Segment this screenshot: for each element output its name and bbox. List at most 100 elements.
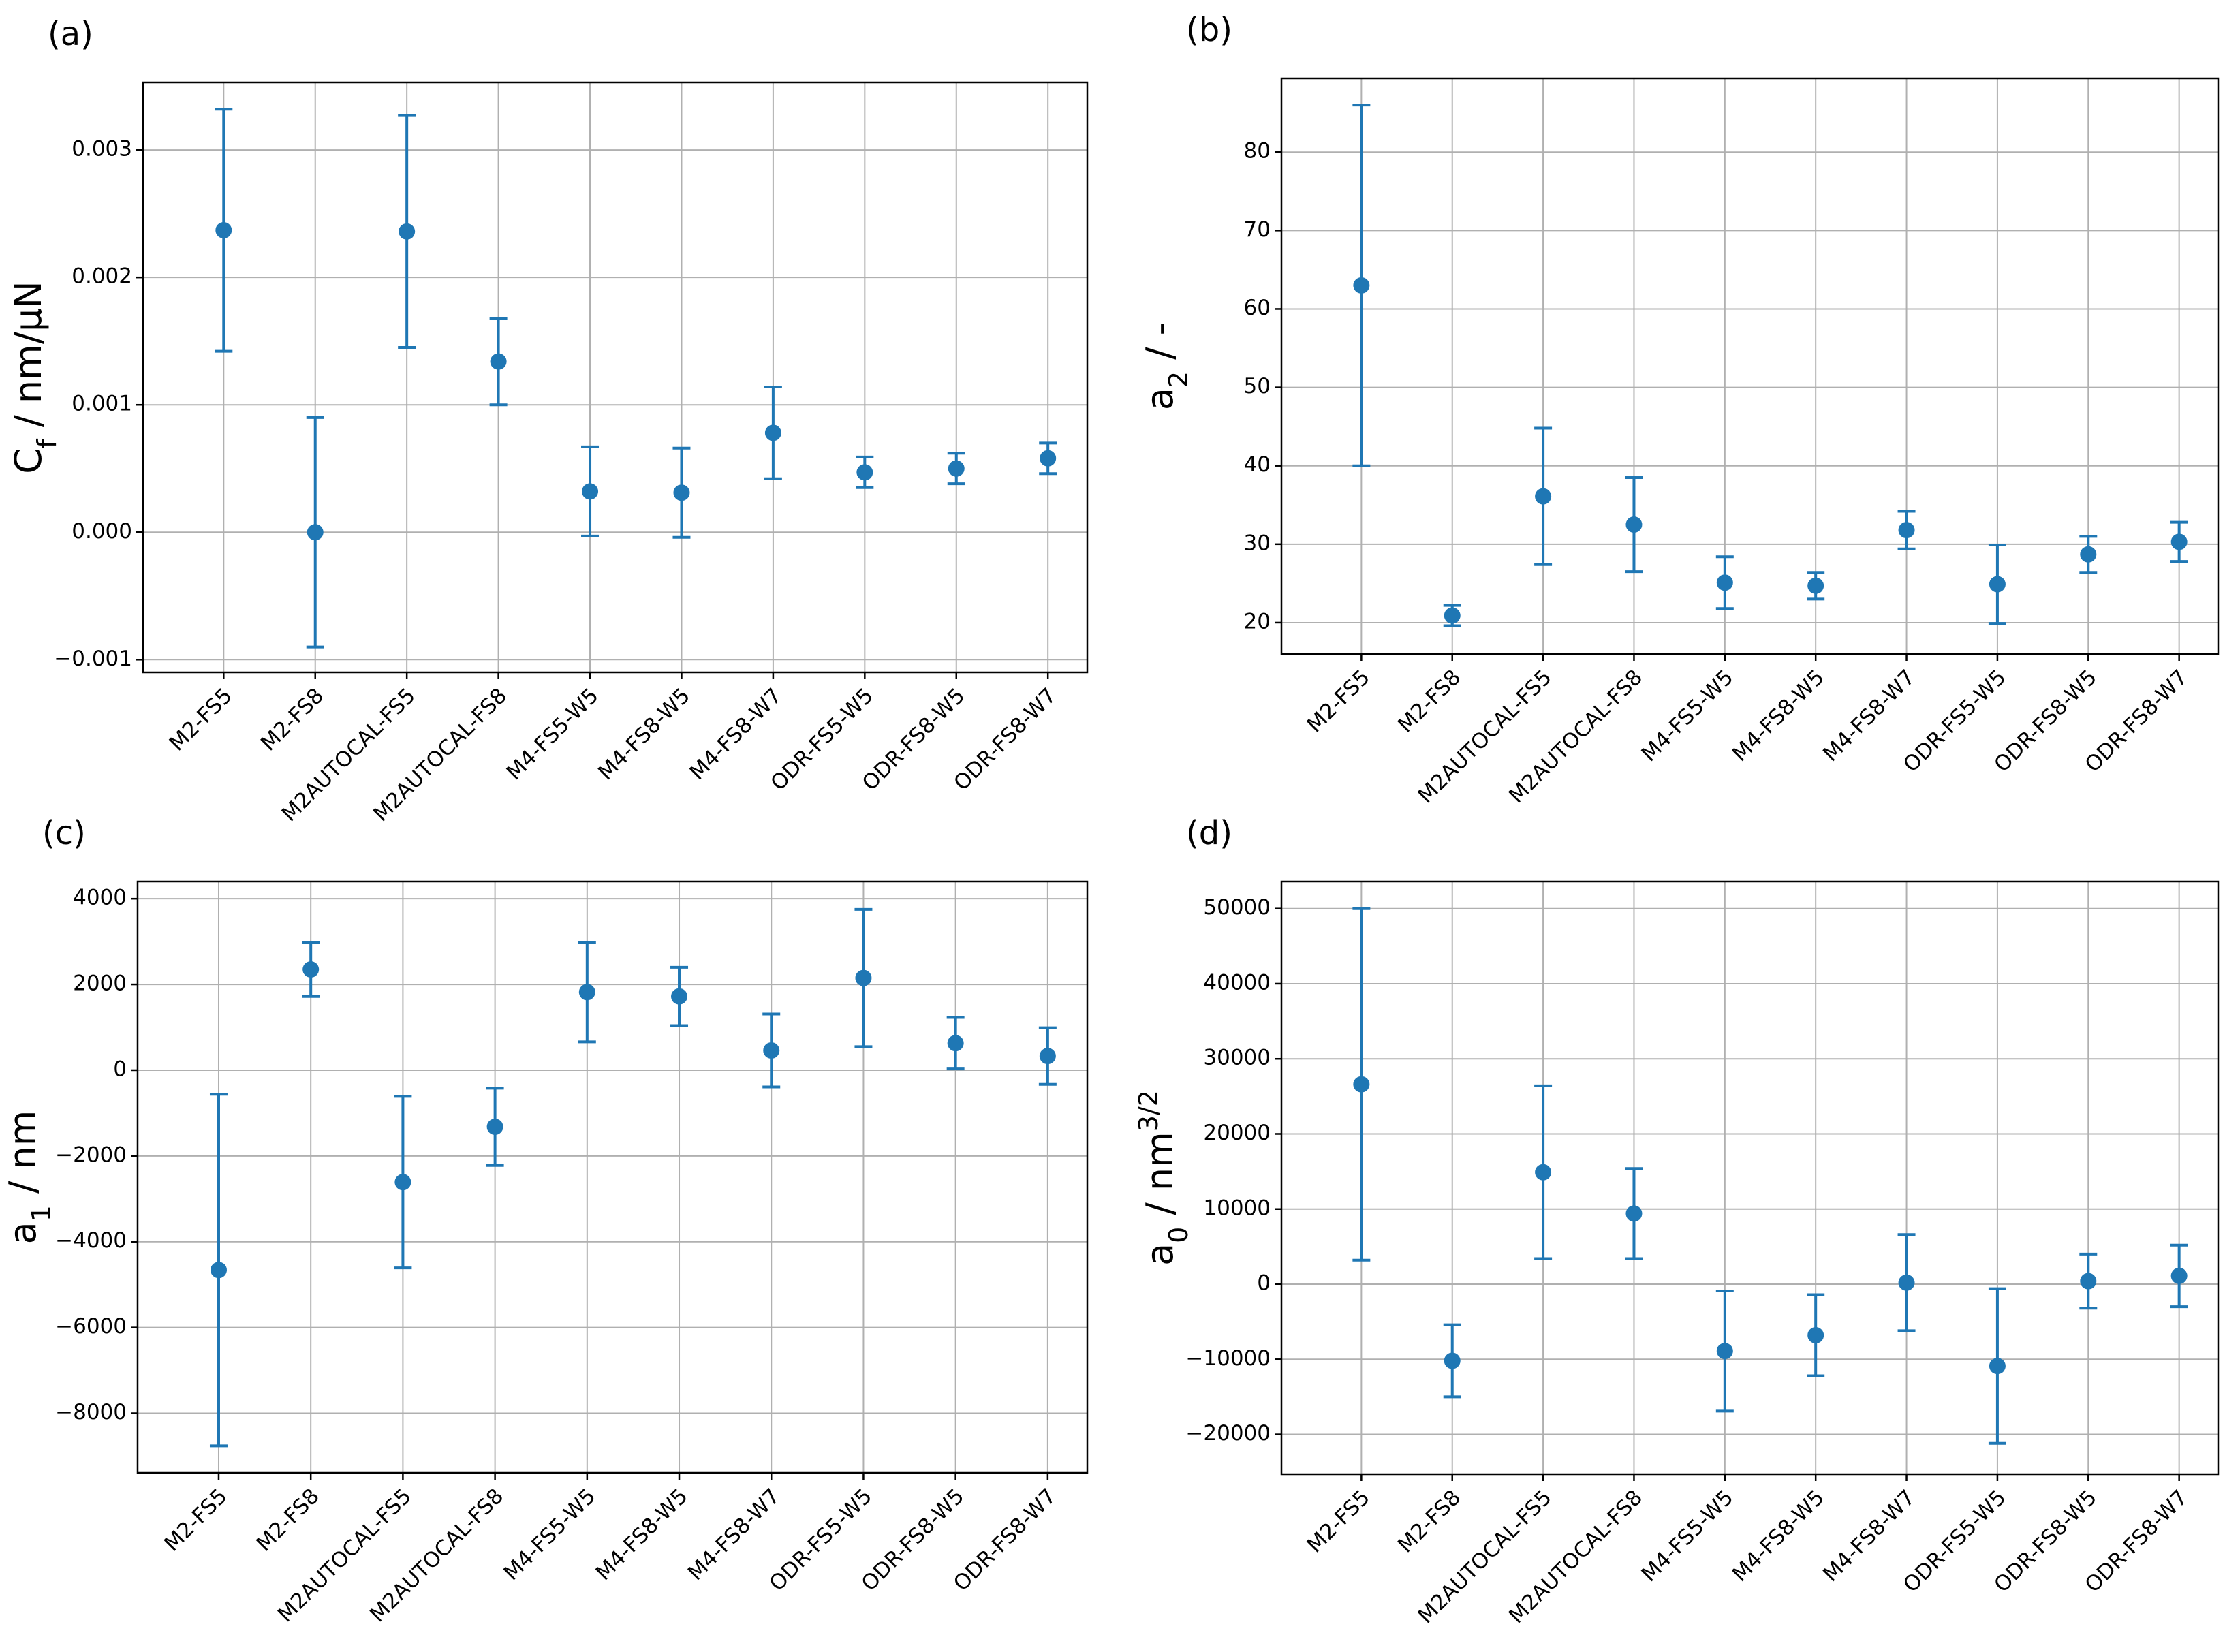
point — [763, 1042, 780, 1059]
y-tick-label: −0.001 — [54, 646, 132, 671]
y-tick-label: −4000 — [55, 1228, 127, 1253]
y-tick-label: 30 — [1244, 531, 1271, 555]
point — [2080, 546, 2097, 563]
y-tick-label: 30000 — [1203, 1046, 1271, 1070]
point — [2080, 1273, 2097, 1290]
x-tick-label: M2-FS5 — [1303, 1485, 1375, 1557]
point — [1535, 1164, 1552, 1181]
point — [948, 460, 965, 477]
y-tick-label: 4000 — [73, 886, 127, 910]
y-tick-label: 40 — [1244, 452, 1271, 477]
point — [582, 483, 599, 500]
point — [1807, 577, 1824, 594]
point — [490, 353, 507, 370]
point — [1716, 1343, 1733, 1360]
y-tick-label: 10000 — [1203, 1196, 1271, 1220]
x-tick-label: M2-FS5 — [1303, 665, 1375, 737]
x-tick-label: M4-FS5-W5 — [502, 683, 604, 785]
y-tick-label: −20000 — [1185, 1421, 1271, 1446]
point — [1716, 574, 1733, 591]
y-label-unit: / nm — [1138, 1132, 1181, 1226]
point — [1040, 450, 1057, 467]
panel-label: (d) — [1186, 814, 1232, 852]
y-label-unit: / nm — [1, 1110, 44, 1205]
point — [1989, 576, 2006, 593]
point — [1989, 1358, 2006, 1375]
point — [1444, 607, 1461, 624]
y-tick-label: 60 — [1244, 296, 1271, 320]
x-tick-label: M2-FS8 — [252, 1484, 324, 1556]
x-tick-label: M2-FS5 — [159, 1484, 232, 1556]
x-tick-label: M4-FS5-W5 — [1637, 665, 1739, 766]
point — [2170, 1267, 2188, 1284]
x-tick-label: M4-FS8-W7 — [685, 683, 787, 785]
point — [1898, 522, 1915, 539]
y-tick-label: 50 — [1244, 374, 1271, 399]
point — [486, 1119, 503, 1136]
axes-frame — [136, 880, 1089, 1474]
x-tick-label: M4-FS8-W5 — [591, 1484, 693, 1585]
point — [578, 984, 595, 1001]
point — [307, 524, 324, 541]
y-tick-label: 70 — [1244, 217, 1271, 242]
point — [1444, 1352, 1461, 1369]
point — [1535, 488, 1552, 505]
point — [1898, 1274, 1915, 1291]
axes-frame — [1280, 880, 2220, 1476]
y-label-main: a — [1138, 388, 1181, 410]
x-tick-label: M4-FS8-W7 — [683, 1484, 785, 1585]
y-tick-label: 80 — [1244, 139, 1271, 163]
y-tick-label: −6000 — [55, 1314, 127, 1339]
point — [1039, 1048, 1056, 1065]
x-tick-label: M4-FS8-W7 — [1818, 665, 1920, 766]
y-tick-label: 0 — [113, 1057, 127, 1081]
y-tick-label: −10000 — [1185, 1346, 1271, 1371]
point — [1353, 277, 1370, 294]
y-label-unit: / - — [1138, 322, 1181, 371]
y-axis-label: a1 / nm — [1, 1110, 57, 1245]
x-tick-label: M2-FS8 — [1393, 665, 1465, 737]
x-tick-label: M4-FS5-W5 — [499, 1484, 601, 1585]
x-tick-label: M4-FS8-W5 — [1728, 665, 1829, 766]
y-axis-label: Cf / nm/μN — [7, 281, 62, 473]
y-label-main: a — [1, 1221, 44, 1244]
x-tick-label: M4-FS5-W5 — [1637, 1485, 1739, 1587]
y-tick-label: 50000 — [1203, 895, 1271, 920]
point — [856, 464, 873, 481]
point — [673, 484, 690, 501]
point — [1807, 1327, 1824, 1344]
point — [302, 961, 320, 978]
y-tick-label: 0.001 — [72, 392, 132, 416]
x-tick-label: M4-FS8-W5 — [593, 683, 695, 785]
y-axis-label: a2 / - — [1138, 322, 1194, 410]
axes-frame — [1280, 77, 2220, 655]
point — [210, 1262, 227, 1279]
y-tick-label: 20 — [1244, 609, 1271, 634]
subplot: M2-FS5 M2-FS8M2AUTOCAL-FS5M2AUTOCAL-FS8M4… — [1134, 814, 2220, 1628]
y-tick-label: −8000 — [55, 1400, 127, 1424]
axes-frame — [142, 81, 1089, 674]
y-tick-label: 2000 — [73, 971, 127, 996]
x-tick-label: M4-FS8-W7 — [1818, 1485, 1920, 1587]
x-tick-label: M2-FS5 — [165, 683, 237, 755]
subplot: M2-FS5 M2-FS8M2AUTOCAL-FS5M2AUTOCAL-FS8M4… — [1, 814, 1089, 1627]
y-tick-label: 0 — [1257, 1271, 1271, 1296]
point — [399, 223, 416, 240]
y-tick-label: −2000 — [55, 1142, 127, 1167]
y-axis-label: a0 / nm3/2 — [1134, 1090, 1194, 1266]
point — [215, 221, 232, 238]
y-tick-label: 0.000 — [72, 519, 132, 544]
point — [394, 1174, 411, 1191]
point — [2170, 533, 2188, 550]
y-label-sub: f — [32, 438, 62, 448]
y-label-sub: 0 — [1164, 1227, 1194, 1243]
subplot: M2-FS5 M2-FS8M2AUTOCAL-FS5M2AUTOCAL-FS8M4… — [1138, 11, 2220, 808]
point — [1625, 1205, 1643, 1222]
y-label-main: C — [7, 448, 50, 474]
y-tick-label: 0.002 — [72, 264, 132, 289]
panel-label: (a) — [48, 15, 93, 53]
y-tick-label: 40000 — [1203, 970, 1271, 995]
point — [764, 424, 781, 441]
